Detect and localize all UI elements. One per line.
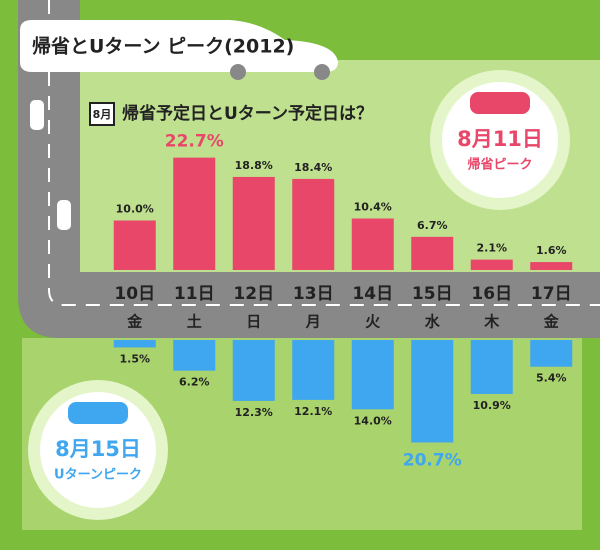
bar [470,340,513,394]
chart-title: 帰省とUターン ピーク(2012) [32,36,294,58]
callout-label: Uターンピーク [54,468,142,483]
weekday-label: 木 [483,313,500,331]
value-label: 1.6% [536,244,567,257]
bar [173,340,216,371]
value-label: 20.7% [403,450,462,470]
x-tick-label: 17日 [531,284,572,304]
wheel [230,64,246,80]
value-label: 18.4% [294,161,332,174]
value-label: 10.0% [116,203,154,216]
x-tick-label: 13日 [293,284,334,304]
bar [470,259,513,270]
weekday-label: 月 [305,313,321,331]
value-label: 6.7% [417,219,448,232]
car-icon [30,100,44,130]
x-tick-label: 15日 [412,284,453,304]
car-icon [57,200,71,230]
weekday-label: 火 [365,313,381,331]
value-label: 6.2% [179,376,210,389]
bar [173,157,216,270]
value-label: 18.8% [235,159,273,172]
bar [232,176,275,270]
weekday-label: 金 [543,313,560,331]
bar [530,340,573,367]
x-tick-label: 11日 [174,284,215,304]
wheel [314,64,330,80]
value-label: 12.3% [235,406,273,419]
weekday-label: 金 [126,313,143,331]
value-label: 1.5% [119,352,150,365]
x-tick-label: 12日 [233,284,274,304]
value-label: 10.9% [473,399,511,412]
road-line [48,0,600,306]
bar [351,218,394,270]
value-label: 2.1% [476,242,507,255]
value-label: 14.0% [354,414,392,427]
subtitle: 帰省予定日とUターン予定日は？ [122,103,373,124]
bar [411,340,454,443]
value-label: 5.4% [536,372,567,385]
callout-date: 8月11日 [457,127,543,151]
bar [292,340,335,400]
bar [351,340,394,410]
callout [40,392,156,508]
bar [113,340,156,348]
calendar-label: 8月 [93,108,112,121]
x-tick-label: 16日 [471,284,512,304]
callout [442,82,558,198]
car-icon [470,92,530,114]
weekday-label: 水 [425,313,441,331]
value-label: 22.7% [165,132,224,152]
bar [113,220,156,270]
title-tag [20,20,338,72]
value-label: 12.1% [294,405,332,418]
x-tick-label: 14日 [352,284,393,304]
bar [292,178,335,270]
calendar-icon [89,102,115,126]
weekday-label: 日 [246,313,261,331]
x-tick-label: 10日 [114,284,155,304]
callout-date: 8月15日 [55,437,141,461]
bar [411,236,454,270]
bar [232,340,275,401]
bar [530,262,573,270]
callout-label: 帰省ピーク [467,157,532,173]
weekday-label: 土 [187,313,202,331]
value-label: 10.4% [354,201,392,214]
car-icon [68,402,128,424]
